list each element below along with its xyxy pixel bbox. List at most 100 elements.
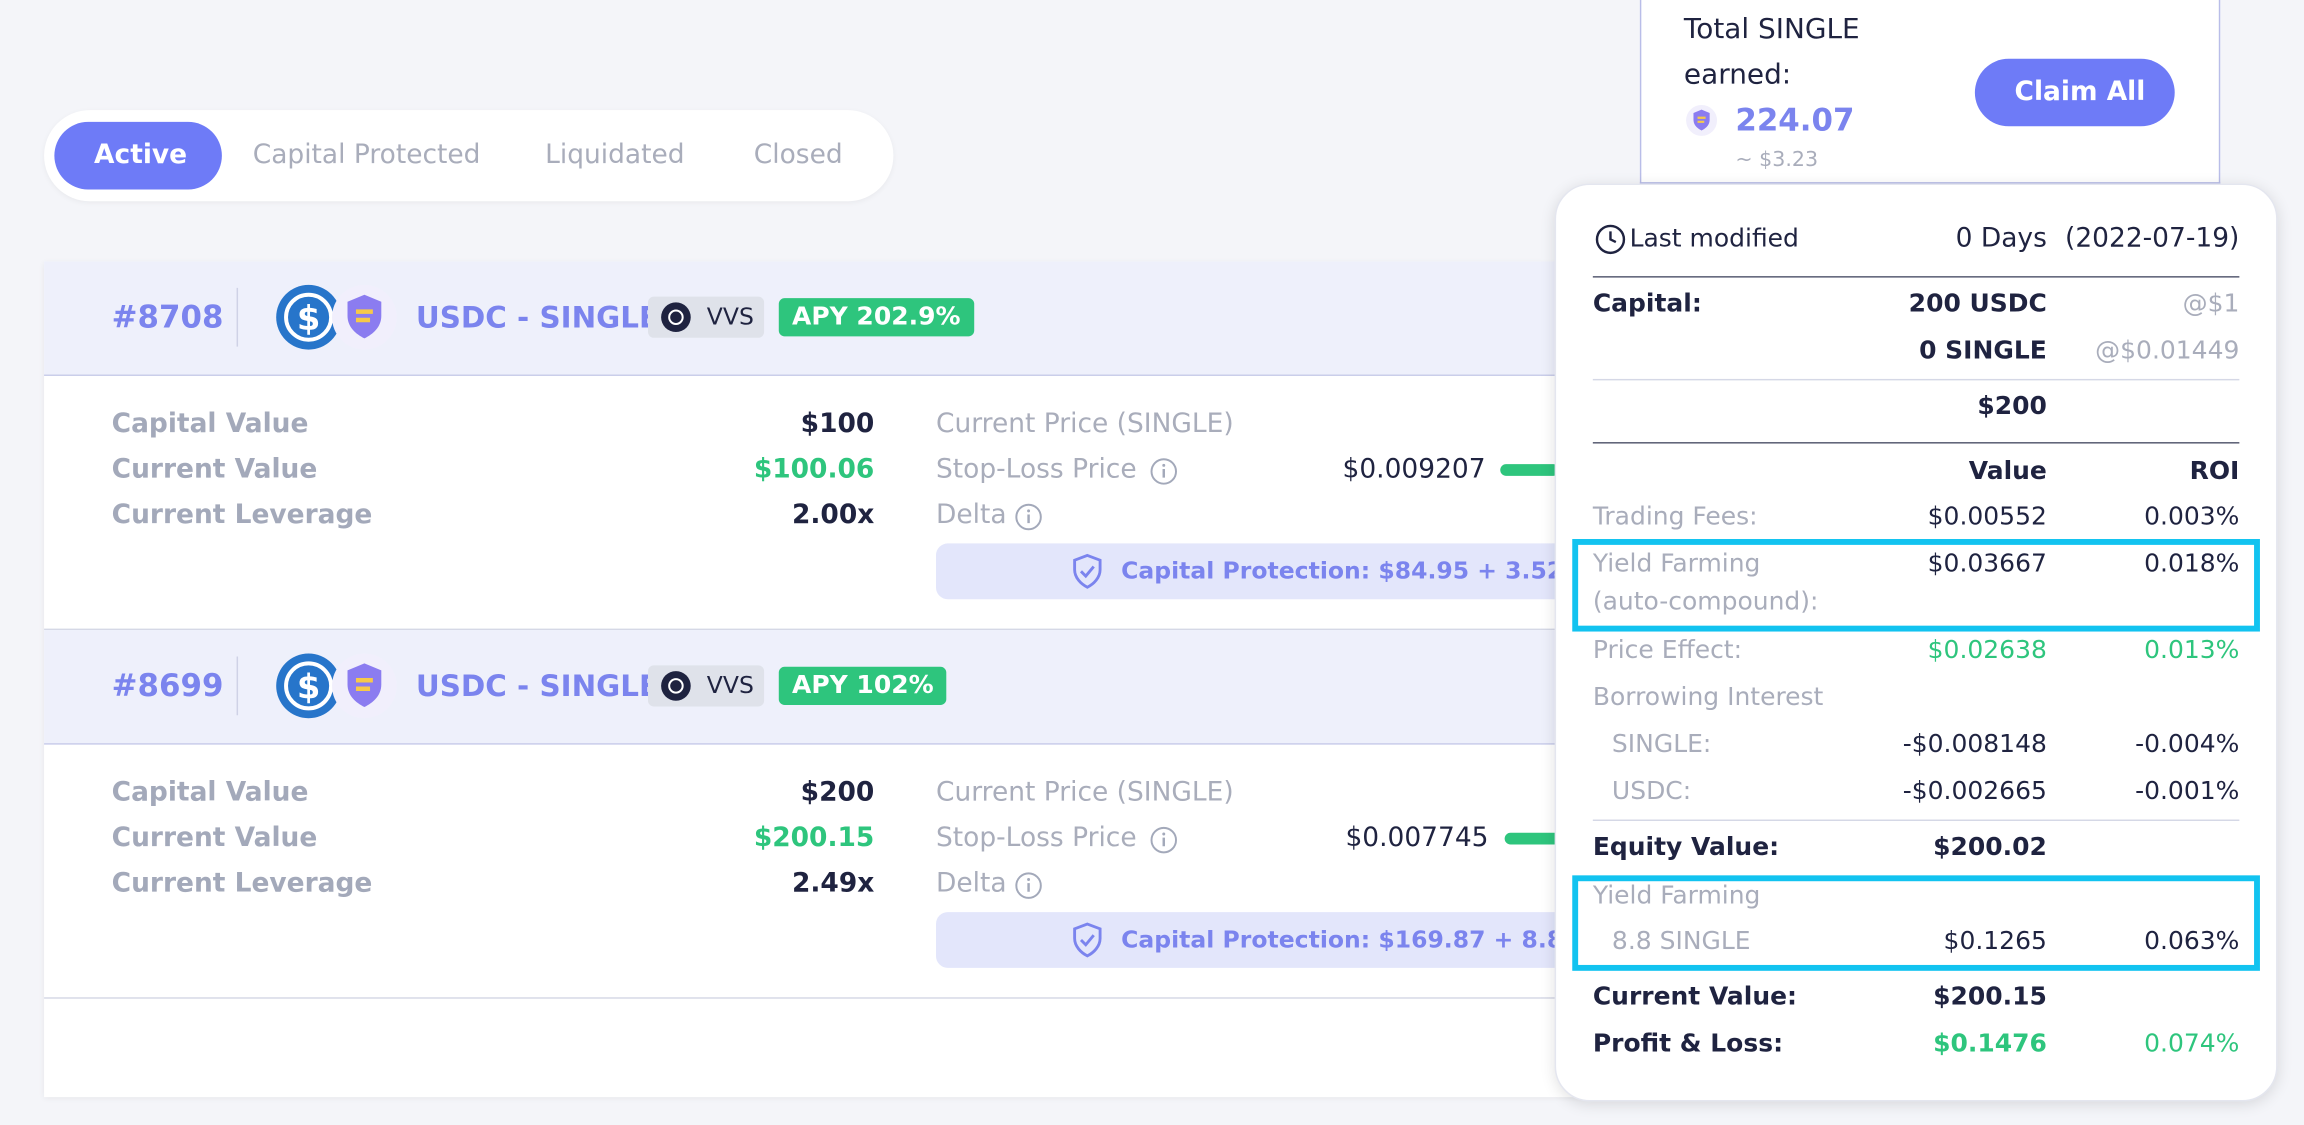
last-modified-label: Last modified [1629, 224, 1799, 255]
metric-label: Current Leverage [111, 868, 373, 899]
card-bottom-line [44, 997, 1632, 999]
row-label: 8.8 SINGLE [1611, 926, 1751, 957]
pair-name: USDC - SINGLE [415, 668, 660, 704]
capital-total: $200 [1977, 392, 2047, 422]
tab[interactable]: Capital Protected [252, 139, 481, 171]
usdc-icon: $ [276, 284, 341, 350]
row-label: Trading Fees: [1592, 502, 1758, 532]
metric-label: Current Value [111, 453, 318, 485]
capital-amount: 0 SINGLE [1919, 336, 2047, 366]
row-label: USDC: [1611, 776, 1692, 807]
highlight [1572, 875, 2260, 971]
info-icon [1150, 458, 1177, 485]
info-icon [1150, 826, 1177, 854]
separator [1592, 378, 2240, 381]
position-id: #8708 [111, 299, 224, 335]
metric-label: Current Value [111, 822, 318, 854]
row-label: (auto-compound): [1592, 587, 1819, 617]
row-label: Equity Value: [1592, 832, 1780, 863]
claim-usd: ~ $3.23 [1735, 148, 1819, 172]
last-modified-date: (2022-07-19) [2065, 223, 2240, 255]
dex-name: VVS [706, 671, 754, 700]
shield-icon [1073, 553, 1102, 589]
apy-badge: APY 202.9% [778, 298, 974, 337]
row-roi: 0.003% [2144, 502, 2240, 532]
dex-icon [661, 302, 691, 333]
row-label: SINGLE: [1611, 729, 1712, 760]
row-roi: 0.063% [2144, 926, 2240, 957]
stop-loss-label: Stop-Loss Price [936, 453, 1137, 485]
row-roi: 0.013% [2144, 635, 2240, 666]
row-value: $0.1265 [1943, 926, 2047, 957]
protection-bar [936, 912, 1583, 968]
svg-text:$: $ [297, 668, 321, 707]
clock-icon [1595, 224, 1626, 255]
row-label: Yield Farming [1592, 881, 1761, 911]
metric-value: 2.00x [791, 499, 875, 531]
row-value: $0.00552 [1927, 502, 2047, 532]
metric-label: Current Leverage [111, 499, 373, 531]
row-label: Yield Farming [1592, 549, 1761, 579]
capital-amount: 200 USDC [1908, 289, 2047, 319]
row-value: $0.02638 [1927, 635, 2047, 666]
metric-value: $200.15 [753, 822, 875, 854]
row-value: -$0.008148 [1902, 729, 2047, 760]
separator [1592, 819, 2240, 822]
delta-label: Delta [936, 868, 1007, 899]
protection-bar [936, 543, 1583, 600]
highlight [1572, 539, 2260, 632]
row-value: $0.1476 [1933, 1029, 2047, 1059]
stop-loss-bar [1500, 464, 1560, 476]
dex-icon [661, 671, 691, 701]
row-label: Current Value: [1592, 982, 1798, 1012]
row-label: Profit & Loss: [1592, 1029, 1784, 1059]
info-icon [1015, 503, 1042, 531]
capital-label: Capital: [1592, 289, 1702, 319]
price-label: Current Price (SINGLE) [936, 408, 1234, 440]
row-value: $0.03667 [1927, 549, 2047, 579]
details-popup [1554, 183, 2278, 1102]
claim-button-label[interactable]: Claim All [2014, 76, 2146, 108]
separator [1592, 276, 2240, 278]
info-icon [1015, 872, 1042, 899]
price-label: Current Price (SINGLE) [936, 776, 1234, 808]
tab[interactable]: Closed [753, 139, 843, 171]
row-roi: 0.018% [2144, 549, 2240, 579]
stop-loss-label: Stop-Loss Price [936, 822, 1137, 854]
row-value: -$0.002665 [1902, 776, 2047, 807]
capital-price: @$0.01449 [2095, 336, 2240, 366]
tab-active[interactable] [54, 121, 222, 190]
metric-value: $100 [800, 408, 875, 440]
separator [1592, 442, 2240, 444]
stop-loss-bar [1504, 832, 1564, 845]
svg-text:$: $ [297, 299, 321, 338]
column-header: ROI [2189, 456, 2240, 487]
last-modified-value: 0 Days [1955, 223, 2047, 255]
row-value: $200.15 [1933, 982, 2047, 1012]
row-value: $200.02 [1933, 832, 2047, 863]
claim-amount: 224.07 [1735, 102, 1855, 139]
row-label: Price Effect: [1592, 635, 1743, 666]
claim-title: Total SINGLE earned: [1683, 13, 1860, 92]
apy-badge: APY 102% [778, 666, 947, 705]
metric-label: Capital Value [111, 408, 309, 440]
card-bottom-line [44, 628, 1632, 631]
usdc-icon: $ [276, 653, 341, 719]
divider [236, 287, 239, 347]
claim-button[interactable] [1974, 58, 2175, 127]
pair-name: USDC - SINGLE [415, 299, 660, 335]
column-header: Value [1968, 456, 2047, 487]
single-icon [332, 284, 397, 350]
row-roi: -0.001% [2135, 776, 2240, 807]
tab[interactable]: Active [94, 139, 188, 171]
metric-value: 2.49x [791, 868, 875, 899]
metric-label: Capital Value [111, 776, 309, 808]
tab[interactable]: Liquidated [545, 139, 685, 171]
metric-value: $100.06 [753, 453, 875, 485]
protection-text: Capital Protection: $169.87 + 8.8 [1121, 925, 1564, 954]
row-roi: 0.074% [2144, 1029, 2240, 1059]
stop-loss-value: $0.007745 [1345, 822, 1489, 854]
row-roi: -0.004% [2135, 729, 2240, 760]
dex-name: VVS [706, 302, 754, 331]
